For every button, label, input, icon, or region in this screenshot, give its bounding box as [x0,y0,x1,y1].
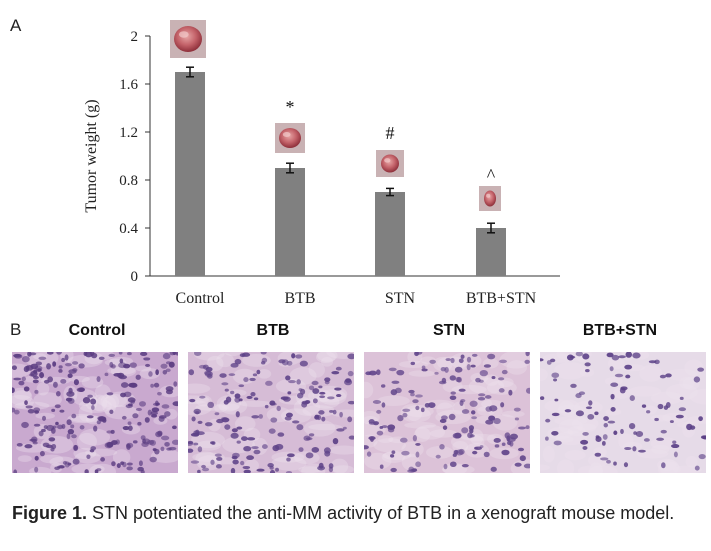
figure-caption: Figure 1. STN potentiated the anti-MM ac… [12,502,702,524]
histology-title-btb: BTB [256,322,290,339]
histology-title-control: Control [68,322,126,339]
significance-marker: ^ [487,165,496,185]
panel-b-label: B [10,320,22,339]
caption-text: STN potentiated the anti-MM activity of … [87,503,675,523]
histology-image-control [12,352,178,473]
histology-image-btb [188,352,354,473]
y-tick-label: 0.8 [119,173,138,189]
histology-texture [540,352,706,473]
tumor-photo [376,150,404,177]
chart-bars: Control BTB * STN # BTB+STN ^ [175,66,537,307]
significance-marker: # [386,123,395,143]
x-tick-label: BTB+STN [466,290,537,307]
histology-image-stn [364,352,530,473]
panel-a-label: A [10,16,22,35]
tumor-photo [479,186,501,211]
x-tick-label: BTB [284,290,315,307]
bar-btb-stn [476,228,506,276]
tumor-photos [170,20,501,211]
histology-title-btb-stn: BTB+STN [582,322,658,339]
histology-texture [12,352,178,473]
bar-btb [275,168,305,276]
histology-title-stn: STN [433,322,465,339]
y-tick-label: 0 [131,269,139,285]
y-axis-label: Tumor weight (g) [83,99,100,212]
bar-stn [375,192,405,276]
y-tick-label: 2 [131,29,139,45]
y-tick-label: 0.4 [119,221,138,237]
x-tick-label: STN [385,290,416,307]
caption-prefix: Figure 1. [12,503,88,523]
histology-image-btb-stn [540,352,706,473]
histology-texture [364,352,530,473]
tumor-photo [275,123,305,153]
y-tick-label: 1.6 [119,77,138,93]
x-tick-label: Control [176,290,225,307]
tumor-weight-chart: 0 0.4 0.8 1.2 1.6 2 Control BTB * STN # BTB+STN ^ T… [83,20,560,307]
histology-texture [188,352,354,473]
y-tick-label: 1.2 [119,125,138,141]
significance-marker: * [286,97,295,117]
bar-control [175,72,205,276]
tumor-photo [170,20,206,58]
